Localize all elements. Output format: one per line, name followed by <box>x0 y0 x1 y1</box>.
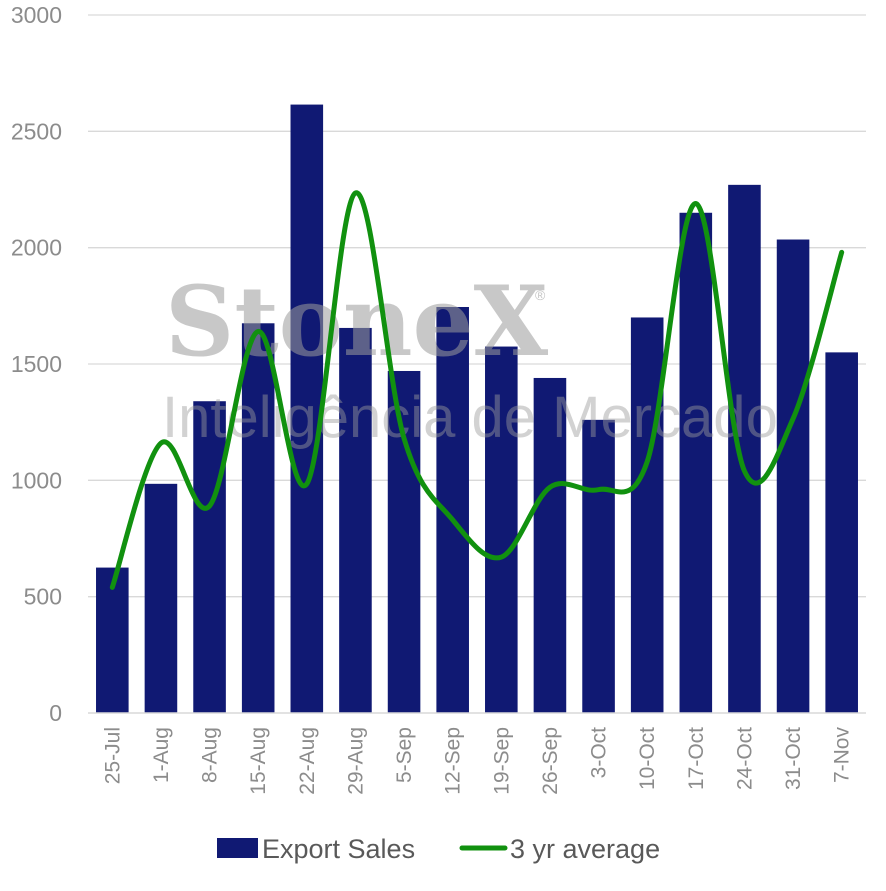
x-tick-label: 1-Aug <box>150 727 173 783</box>
legend-label-export-sales: Export Sales <box>262 834 415 864</box>
bar-export-sales-17-Oct <box>679 212 713 713</box>
legend-swatch-export-sales <box>217 838 258 858</box>
x-tick-label: 26-Sep <box>539 727 562 795</box>
y-tick-label: 0 <box>49 700 62 726</box>
bar-export-sales-25-Jul <box>96 567 129 713</box>
x-tick-label: 15-Aug <box>247 727 270 795</box>
bar-export-sales-8-Aug <box>193 401 226 713</box>
three-year-average-line <box>109 190 845 590</box>
line-3yr-average <box>109 190 845 590</box>
bar-export-sales-7-Nov <box>825 352 858 713</box>
y-tick-label: 1000 <box>11 467 62 493</box>
y-tick-label: 2000 <box>11 235 62 261</box>
x-tick-label: 5-Sep <box>393 727 416 783</box>
x-tick-label: 17-Oct <box>685 727 708 790</box>
bar-export-sales-10-Oct <box>630 317 664 713</box>
x-tick-label: 3-Oct <box>588 727 611 779</box>
stonex-watermark: StoneX ® Inteligência de Mercado <box>162 265 778 450</box>
y-tick-label: 500 <box>24 584 62 610</box>
x-tick-label: 25-Jul <box>101 727 124 784</box>
bar-export-sales-19-Sep <box>485 346 518 713</box>
bar-export-sales-22-Aug <box>290 104 324 714</box>
y-tick-label: 3000 <box>11 2 62 28</box>
x-axis-tick-labels: 25-Jul 1-Aug 8-Aug 15-Aug 22-Aug 29-Aug 5-Sep 1… <box>101 727 853 795</box>
y-tick-label: 1500 <box>11 351 62 377</box>
y-tick-label: 2500 <box>11 118 62 144</box>
y-axis-tick-labels: 0 500 1000 1500 2000 2500 3000 <box>11 2 62 726</box>
x-tick-label: 29-Aug <box>344 727 367 795</box>
x-tick-label: 19-Sep <box>490 727 513 795</box>
x-tick-label: 7-Nov <box>831 727 854 784</box>
x-tick-label: 24-Oct <box>733 727 756 790</box>
bar-export-sales-29-Aug <box>339 327 372 713</box>
watermark-subtitle: Inteligência de Mercado <box>162 385 778 450</box>
x-tick-label: 22-Aug <box>296 727 319 795</box>
bar-export-sales-1-Aug <box>144 483 178 713</box>
legend-label-3yr-average: 3 yr average <box>510 834 660 864</box>
legend: Export Sales 3 yr average <box>217 834 660 864</box>
bar-export-sales-15-Aug <box>241 323 275 713</box>
export-sales-bars <box>96 104 858 714</box>
bar-export-sales-24-Oct <box>728 184 761 713</box>
bar-export-sales-26-Sep <box>533 377 567 713</box>
x-tick-label: 10-Oct <box>636 727 659 790</box>
bar-export-sales-3-Oct <box>582 419 615 713</box>
x-tick-label: 12-Sep <box>442 727 465 795</box>
watermark-registered-mark: ® <box>535 287 546 303</box>
bar-export-sales-5-Sep <box>387 370 421 713</box>
x-tick-label: 31-Oct <box>782 727 805 790</box>
watermark-brand: StoneX <box>165 265 549 378</box>
bar-export-sales-31-Oct <box>776 239 810 714</box>
x-tick-label: 8-Aug <box>199 727 222 783</box>
